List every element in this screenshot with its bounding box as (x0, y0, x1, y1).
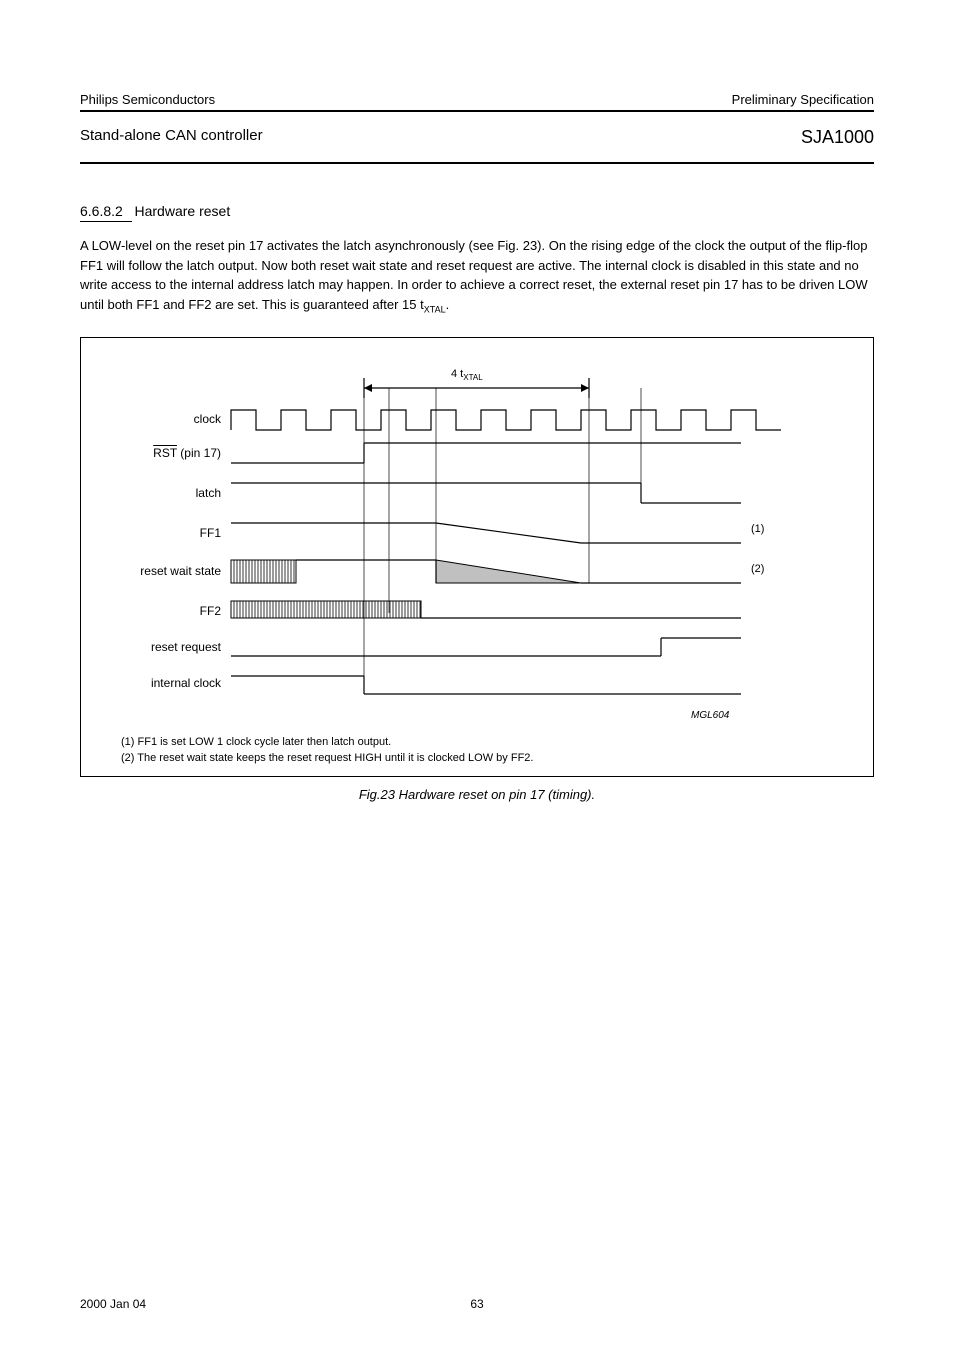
header-right: Preliminary Specification (732, 92, 874, 107)
figure-caption: Fig.23 Hardware reset on pin 17 (timing)… (80, 787, 874, 802)
section-description: A LOW-level on the reset pin 17 activate… (80, 236, 874, 317)
header-sub-right: SJA1000 (801, 127, 874, 148)
section-num: 6.6.8.2 (80, 203, 123, 219)
timing-svg (81, 338, 875, 778)
fig-caption-num: Fig.23 (359, 787, 395, 802)
section-heading: 6.6.8.2 Hardware reset (80, 203, 874, 219)
section-underline (80, 221, 132, 222)
header-row-1: Philips Semiconductors Preliminary Speci… (80, 92, 874, 107)
desc-main: A LOW-level on the reset pin 17 activate… (80, 238, 868, 312)
page-footer: 2000 Jan 04 63 (80, 1297, 874, 1311)
header-left: Philips Semiconductors (80, 92, 215, 107)
desc-sub: XTAL (424, 304, 446, 314)
rule-top-1 (80, 110, 874, 112)
section-title-text: Hardware reset (135, 203, 231, 219)
footer-date: 2000 Jan 04 (80, 1297, 146, 1311)
footer-page: 63 (470, 1297, 483, 1311)
desc-tail: . (446, 297, 450, 312)
timing-diagram-figure: clock RST (pin 17) latch FF1 reset wait … (80, 337, 874, 777)
header-row-2: Stand-alone CAN controller SJA1000 (80, 127, 874, 148)
header-sub-left: Stand-alone CAN controller (80, 127, 263, 148)
fig-caption-text: Hardware reset on pin 17 (timing). (395, 787, 595, 802)
rule-top-2 (80, 162, 874, 164)
